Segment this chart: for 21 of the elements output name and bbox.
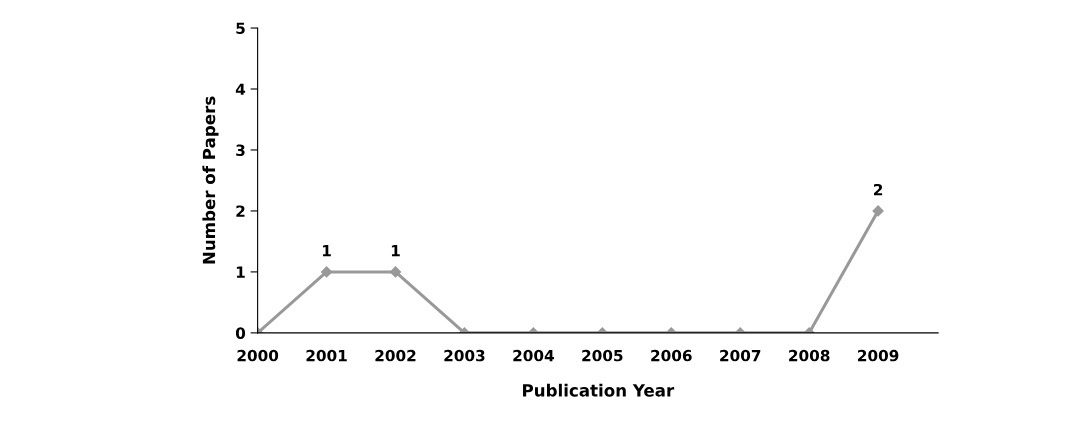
y-tick-label: 3: [236, 144, 245, 156]
x-tick-label: 2006: [651, 349, 692, 362]
x-tick-label: 2007: [720, 349, 761, 362]
x-tick-label: 2008: [789, 349, 830, 362]
x-tick-label: 2004: [513, 349, 554, 362]
x-axis-title: Publication Year: [523, 383, 675, 397]
x-tick-label: 2001: [306, 349, 347, 362]
y-tick-label: 4: [235, 83, 246, 95]
data-label: 1: [322, 245, 331, 257]
y-tick-label: 1: [236, 266, 245, 278]
data-label: 2: [873, 183, 883, 196]
x-tick-label: 2003: [444, 349, 485, 362]
y-tick-label: 0: [235, 327, 246, 339]
x-tick-label: 2005: [582, 349, 623, 362]
x-tick-label: 2002: [375, 349, 416, 362]
y-tick-label: 5: [236, 22, 245, 35]
data-label: 1: [391, 245, 400, 257]
x-tick-label: 2000: [237, 349, 279, 362]
x-tick-label: 2009: [858, 349, 899, 362]
y-axis-title: Number of Papers: [202, 96, 219, 264]
y-tick-label: 2: [236, 205, 245, 217]
